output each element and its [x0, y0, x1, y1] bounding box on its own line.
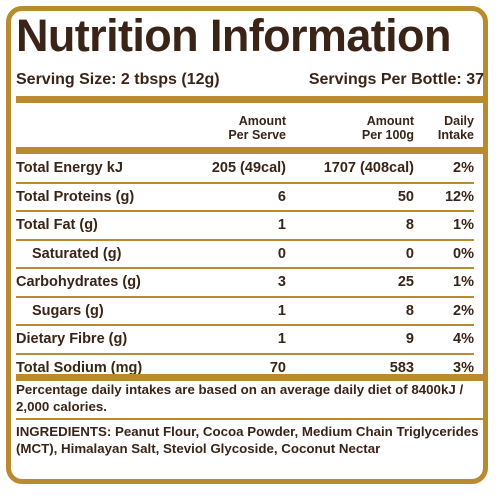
nutrient-name: Total Fat (g) — [16, 211, 176, 241]
daily-intake-value: 3% — [453, 359, 474, 376]
column-header-daily-line2: Intake — [437, 128, 474, 142]
daily-intake-footnote: Percentage daily intakes are based on an… — [16, 382, 464, 414]
daily-intake-value: 1% — [414, 211, 474, 241]
per-serve-value: 1 — [176, 296, 286, 326]
header-divider — [16, 96, 484, 103]
daily-intake-value: 4% — [414, 325, 474, 355]
table-row: Dietary Fibre (g) 1 9 4% — [16, 325, 474, 355]
table-bottom-divider — [16, 374, 484, 381]
table-row: Total Energy kJ 205 (49cal) 1707 (408cal… — [16, 155, 474, 184]
per-serve-value: 205 (49cal) — [176, 155, 286, 184]
nutrient-name: Total Sodium (mg) — [16, 359, 143, 376]
per-100g-value: 50 — [286, 182, 414, 212]
daily-intake-value: 1% — [414, 268, 474, 298]
table-row: Carbohydrates (g) 3 25 1% — [16, 268, 474, 298]
column-header-per-serve-line2: Per Serve — [228, 128, 286, 142]
per-serve-value: 0 — [176, 239, 286, 269]
column-header-per-100g: Amount Per 100g — [286, 114, 414, 142]
table-row: Saturated (g) 0 0 0% — [16, 239, 474, 269]
serving-size: Serving Size: 2 tbsps (12g) — [16, 71, 220, 88]
nutrient-name: Total Proteins (g) — [16, 182, 176, 212]
column-header-per-serve-line1: Amount — [238, 114, 286, 128]
column-header-daily-line1: Daily — [444, 114, 474, 128]
table-row: Total Fat (g) 1 8 1% — [16, 211, 474, 241]
servings-per-bottle: Servings Per Bottle: 37 — [308, 71, 484, 88]
per-serve-value: 3 — [176, 268, 286, 298]
per-100g-value: 8 — [286, 296, 414, 326]
column-header-per-serve: Amount Per Serve — [176, 114, 286, 142]
per-100g-value: 1707 (408cal) — [286, 155, 414, 184]
per-serve-value: 6 — [176, 182, 286, 212]
column-header-daily-intake: Daily Intake — [414, 114, 474, 142]
table-row: Total Proteins (g) 6 50 12% — [16, 182, 474, 212]
nutrient-name: Carbohydrates (g) — [16, 268, 176, 298]
daily-intake-value: 12% — [414, 182, 474, 212]
table-row: Total Sodium (mg) 70 583 3% — [16, 354, 474, 382]
daily-intake-value: 2% — [414, 155, 474, 184]
nutrition-table: Total Energy kJ 205 (49cal) 1707 (408cal… — [16, 155, 474, 381]
footnote-divider — [16, 418, 484, 420]
per-100g-value: 0 — [286, 239, 414, 269]
per-100g-value: 25 — [286, 268, 414, 298]
per-100g-value: 583 — [389, 359, 414, 376]
table-top-divider — [16, 147, 484, 154]
ingredients-text: INGREDIENTS: Peanut Flour, Cocoa Powder,… — [16, 424, 479, 456]
nutrient-name: Dietary Fibre (g) — [16, 325, 176, 355]
per-serve-value: 70 — [269, 359, 286, 376]
nutrient-name: Sugars (g) — [16, 296, 176, 326]
serving-info: Serving Size: 2 tbsps (12g) Servings Per… — [16, 70, 484, 90]
nutrient-name: Total Energy kJ — [16, 155, 176, 184]
daily-intake-value: 0% — [414, 239, 474, 269]
column-header-per-100g-line2: Per 100g — [361, 128, 414, 142]
daily-intake-value: 2% — [414, 296, 474, 326]
per-100g-value: 8 — [286, 211, 414, 241]
panel-title: Nutrition Information — [16, 10, 451, 61]
per-100g-value: 9 — [286, 325, 414, 355]
per-serve-value: 1 — [176, 325, 286, 355]
table-row: Sugars (g) 1 8 2% — [16, 296, 474, 326]
column-header-per-100g-line1: Amount — [366, 114, 414, 128]
per-serve-value: 1 — [176, 211, 286, 241]
nutrient-name: Saturated (g) — [16, 239, 176, 269]
